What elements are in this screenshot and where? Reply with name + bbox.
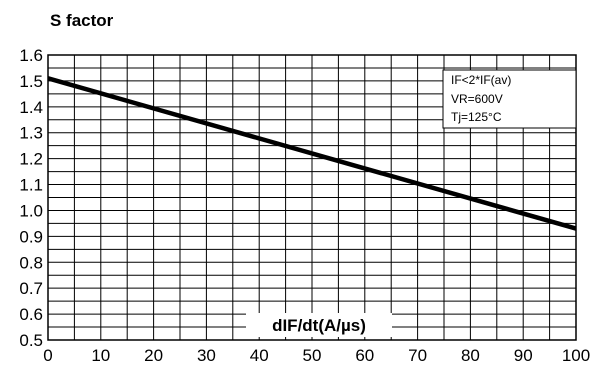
x-tick-label: 90 [514, 346, 533, 365]
x-tick-label: 50 [303, 346, 322, 365]
annotation-voltage: VR=600V [451, 92, 503, 106]
grid [47, 54, 577, 341]
x-axis-label-background [246, 313, 392, 337]
y-tick-labels: 1.6 1.5 1.4 1.3 1.2 1.1 1.0 0.9 0.8 0.7 0.6 0.5 [19, 46, 43, 350]
x-tick-label: 100 [562, 346, 590, 365]
x-tick-label: 70 [408, 346, 427, 365]
annotation-current: IF<2*IF(av) [451, 73, 511, 87]
y-tick-label: 1.5 [19, 72, 43, 91]
y-tick-label: 0.6 [19, 305, 43, 324]
x-axis-title: dIF/dt(A/µs) [272, 316, 366, 335]
x-tick-label: 30 [197, 346, 216, 365]
y-tick-label: 0.7 [19, 279, 43, 298]
series-line [47, 76, 577, 231]
y-tick-label: 0.5 [19, 331, 43, 350]
x-tick-label: 20 [144, 346, 163, 365]
y-tick-label: 1.6 [19, 46, 43, 65]
annotation-background [442, 69, 577, 129]
annotation-box: IF<2*IF(av) VR=600V Tj=125°C [442, 69, 577, 129]
x-tick-label: 0 [43, 346, 52, 365]
y-tick-label: 0.9 [19, 227, 43, 246]
y-tick-label: 1.3 [19, 124, 43, 143]
y-tick-label: 1.1 [19, 176, 43, 195]
plot-frame [47, 54, 577, 341]
series-layer [47, 76, 577, 231]
x-tick-label: 40 [250, 346, 269, 365]
x-axis-label: dIF/dt(A/µs) [246, 313, 392, 337]
x-tick-label: 80 [461, 346, 480, 365]
y-tick-label: 0.8 [19, 253, 43, 272]
y-tick-label: 1.4 [19, 98, 43, 117]
y-tick-label: 1.2 [19, 150, 43, 169]
y-tick-label: 1.0 [19, 201, 43, 220]
x-tick-label: 60 [355, 346, 374, 365]
annotation-temperature: Tj=125°C [451, 110, 502, 124]
chart-title: S factor [50, 11, 114, 30]
x-tick-labels: 0 10 20 30 40 50 60 70 80 90 100 [43, 346, 590, 365]
x-tick-label: 10 [91, 346, 110, 365]
